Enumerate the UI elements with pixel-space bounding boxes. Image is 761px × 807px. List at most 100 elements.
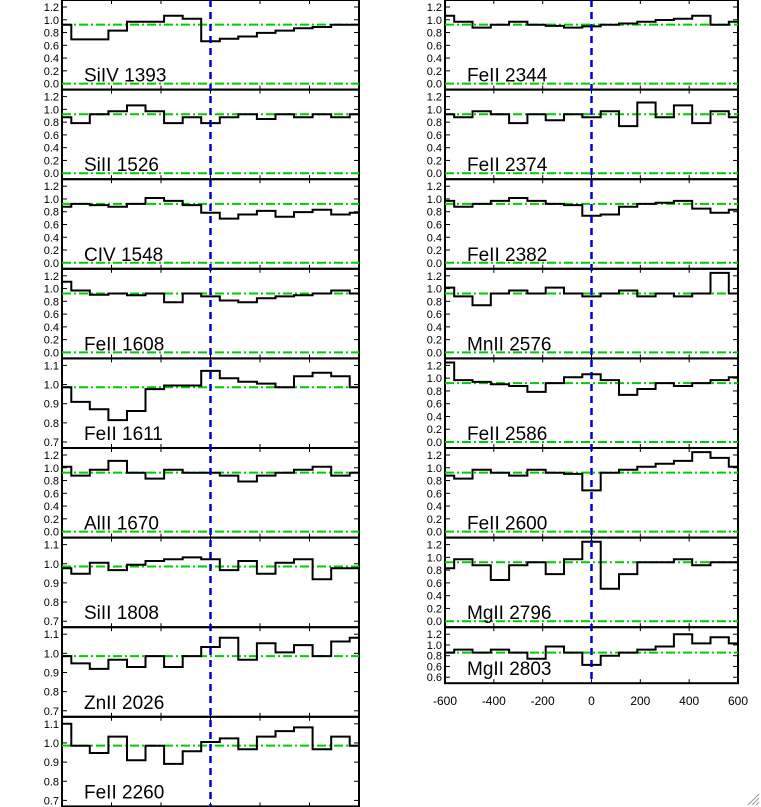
spectrum-line [445,540,738,590]
spectrum-line [62,722,359,765]
y-tick-label: 0.2 [427,245,442,257]
y-tick-label: 0.0 [44,527,59,539]
y-tick-label: 0.2 [44,155,59,167]
y-tick-label: 0.2 [427,155,442,167]
y-tick-label: 0.6 [427,661,442,673]
y-tick-label: 0.6 [44,488,59,500]
y-tick-label: 0.4 [427,53,442,65]
y-tick-label: 0.2 [427,424,442,436]
x-tick-label: 600 [728,694,748,708]
y-tick-label: 0.0 [44,258,59,270]
spectrum-panel: 0.00.20.40.60.81.01.2 FeII 2374 [427,88,739,181]
y-tick-label: 0.2 [427,335,442,347]
y-tick-label: 1.1 [44,629,59,641]
y-tick-label: 0.9 [44,399,59,411]
y-tick-label: 0.4 [44,143,59,155]
panel-label: FeII 2344 [467,66,548,87]
y-tick-label: 1.2 [427,360,442,372]
y-tick-label: 0.8 [427,386,442,398]
y-tick-label: 0.4 [44,232,59,244]
y-tick-label: 0.2 [44,514,59,526]
panel-label: SiIV 1393 [84,66,166,87]
y-tick-label: 1.2 [44,450,59,462]
y-tick-label: 1.2 [427,2,442,14]
y-tick-label: 0.6 [44,130,59,142]
panel-label: FeII 2382 [467,245,547,266]
y-tick-label: 0.6 [44,220,59,232]
y-tick-label: 0.6 [427,309,442,321]
y-tick-label: 0.6 [427,578,442,590]
velocity-axes: -600-400-2000200400600-600-400-200020040… [209,0,748,807]
panel-label: FeII 2260 [84,782,164,803]
spectrum-panel: 0.00.20.40.60.81.01.2 FeII 2586 [427,357,739,449]
y-tick-label: 1.2 [427,92,442,104]
y-tick-label: 0.9 [44,757,59,769]
y-tick-label: 1.2 [427,181,442,193]
panel-label: MgII 2803 [467,659,552,680]
y-tick-label: 0.9 [44,668,59,680]
y-tick-label: 1.0 [44,380,59,392]
y-tick-label: 0.6 [427,130,442,142]
y-tick-label: 0.6 [427,40,442,52]
y-tick-label: 0.4 [44,501,59,513]
y-tick-label: 0.8 [44,776,59,788]
y-tick-label: 1.0 [44,559,59,571]
spectrum-panel: 0.7 0.8 0.9 1.0 1.1 ZnII 2026 [44,626,360,718]
y-tick-label: 1.2 [427,271,442,283]
y-tick-label: 0.8 [427,296,442,308]
spectrum-panel: 0.00.20.40.60.81.01.2 FeII 1608 [44,267,360,359]
spectrum-line [445,271,738,307]
spectrum-line [62,280,359,304]
y-tick-label: 1.0 [427,373,442,385]
y-tick-label: 0.0 [427,258,442,270]
y-tick-label: 0.2 [427,66,442,78]
y-tick-label: 0.2 [44,335,59,347]
x-tick-label: -400 [482,694,506,708]
panel-label: FeII 1608 [84,334,164,355]
panel-label: FeII 1611 [84,424,163,445]
y-tick-label: 0.4 [427,232,442,244]
panel-label: FeII 2374 [467,155,548,176]
spectrum-line [445,451,738,492]
y-tick-label: 1.2 [44,181,59,193]
y-tick-label: 1.0 [44,738,59,750]
y-tick-label: 1.2 [44,2,59,14]
y-tick-label: 1.1 [44,540,59,552]
spectrum-line [62,459,359,483]
panel-label: AlII 1670 [84,514,159,535]
y-tick-label: 1.2 [427,450,442,462]
y-tick-label: 0.8 [44,28,59,40]
spectrum-line [62,556,359,581]
y-tick-label: 0.0 [427,79,442,91]
y-tick-label: 1.0 [427,284,442,296]
y-tick-label: 0.8 [44,418,59,430]
y-tick-label: 0.4 [44,53,59,65]
y-tick-label: 0.8 [427,117,442,129]
y-tick-label: 0.0 [44,168,59,180]
y-tick-label: 0.6 [44,40,59,52]
panel-label: MgII 2796 [467,603,552,624]
y-tick-label: 0.4 [427,411,442,423]
panel-label: FeII 2586 [467,424,547,445]
spectrum-panel: 0.00.20.40.60.81.01.2 FeII 2344 [427,0,739,91]
y-tick-label: 1.0 [427,463,442,475]
spectrum-panel: 0.00.20.40.60.81.01.2 SiIV 1393 [44,0,360,91]
y-tick-label: 0.7 [44,706,59,718]
y-tick-label: 1.2 [427,629,442,641]
y-tick-label: 1.0 [44,463,59,475]
y-tick-label: 0.2 [427,603,442,615]
spectrum-panel: 0.00.20.40.60.81.01.2 MnII 2576 [427,267,739,359]
y-tick-label: 0.8 [44,296,59,308]
y-tick-label: 1.0 [44,194,59,206]
y-tick-label: 1.0 [427,552,442,564]
y-tick-label: 1.2 [44,92,59,104]
y-tick-label: 0.0 [427,168,442,180]
spectrum-line [445,101,738,128]
y-tick-label: 0.9 [44,578,59,590]
y-tick-label: 0.4 [44,322,59,334]
spectrum-panel: 0.7 0.8 0.9 1.0 1.1 FeII 1611 [44,357,360,449]
resize-grip-icon[interactable] [747,793,760,806]
spectrum-panel: 0.00.20.40.60.81.01.2 SiII 1526 [44,88,360,181]
x-tick-label: 400 [679,694,699,708]
